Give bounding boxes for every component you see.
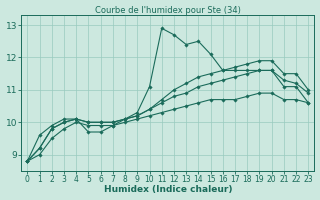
Title: Courbe de l'humidex pour Ste (34): Courbe de l'humidex pour Ste (34) — [95, 6, 241, 15]
X-axis label: Humidex (Indice chaleur): Humidex (Indice chaleur) — [104, 185, 232, 194]
